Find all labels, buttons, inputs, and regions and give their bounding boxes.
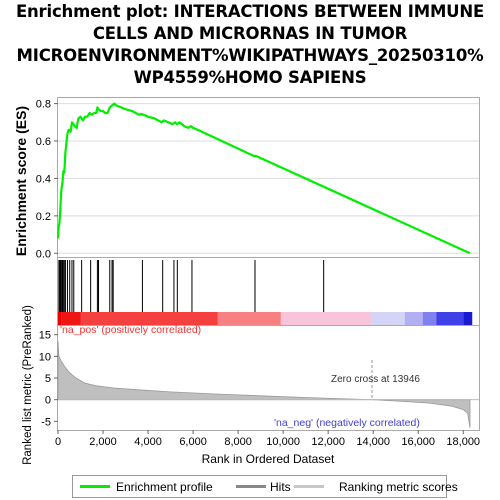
heat-bar-segment [58,312,62,325]
title-line-1: Enrichment plot: INTERACTIONS BETWEEN IM… [15,2,485,21]
metric-panel-frame [57,325,480,431]
metric-y-axis-label: Ranked list metric (PreRanked) [22,305,34,465]
heat-bar-segment [463,312,473,325]
pos-correlated-label: 'na_pos' (positively correlated) [60,324,201,336]
ranking-metric-area [57,341,471,428]
heat-bar-segment [217,312,281,325]
metric-y-tick-label: 5 [45,373,51,385]
es-y-tick-label: 0.6 [36,136,51,148]
x-tick-label: 4,000 [134,436,162,448]
heat-bar-segment [80,312,218,325]
es-y-tick-label: 0.8 [36,99,51,111]
x-tick-label: 18,000 [446,436,480,448]
title-line-3: MICROENVIRONMENT%WIKIPATHWAYS_20250310% [16,46,484,65]
x-tick-label: 8,000 [224,436,252,448]
heat-bar-segment [370,312,405,325]
legend-label-hits: Hits [270,480,291,494]
heat-bar-segment [436,312,464,325]
metric-y-tick-label: -5 [41,416,51,428]
title-line-2: CELLS AND MICRORNAS IN TUMOR [92,24,408,43]
metric-y-tick-label: 15 [39,330,51,342]
es-y-tick-label: 0.4 [36,173,51,185]
heat-bar-segment [422,312,437,325]
metric-y-tick-label: 10 [39,351,51,363]
neg-correlated-label: 'na_neg' (negatively correlated) [274,417,420,429]
heat-bar-segment [280,312,371,325]
x-tick-label: 12,000 [311,436,345,448]
legend-label-ranking: Ranking metric scores [339,480,458,494]
x-tick-label: 2,000 [89,436,117,448]
zero-cross-label: Zero cross at 13946 [331,374,420,385]
es-y-tick-label: 0.2 [36,211,51,223]
es-panel-frame [57,97,480,258]
legend-label-enrichment: Enrichment profile [116,480,213,494]
x-tick-label: 10,000 [266,436,300,448]
metric-y-tick-label: 0 [45,395,51,407]
es-y-tick-label: 0.0 [36,248,51,260]
title-line-4: WP4559%HOMO SAPIENS [133,68,367,87]
heat-bar-segment [404,312,423,325]
chart-title: Enrichment plot: INTERACTIONS BETWEEN IM… [0,1,500,89]
heat-bar-segment [61,312,81,325]
es-y-axis-label: Enrichment score (ES) [13,106,29,256]
x-tick-label: 14,000 [356,436,390,448]
x-axis-label: Rank in Ordered Dataset [202,452,335,466]
x-tick-label: 16,000 [401,436,435,448]
x-tick-label: 6,000 [179,436,207,448]
enrichment-profile-line [56,102,471,255]
x-tick-label: 0 [55,436,61,448]
